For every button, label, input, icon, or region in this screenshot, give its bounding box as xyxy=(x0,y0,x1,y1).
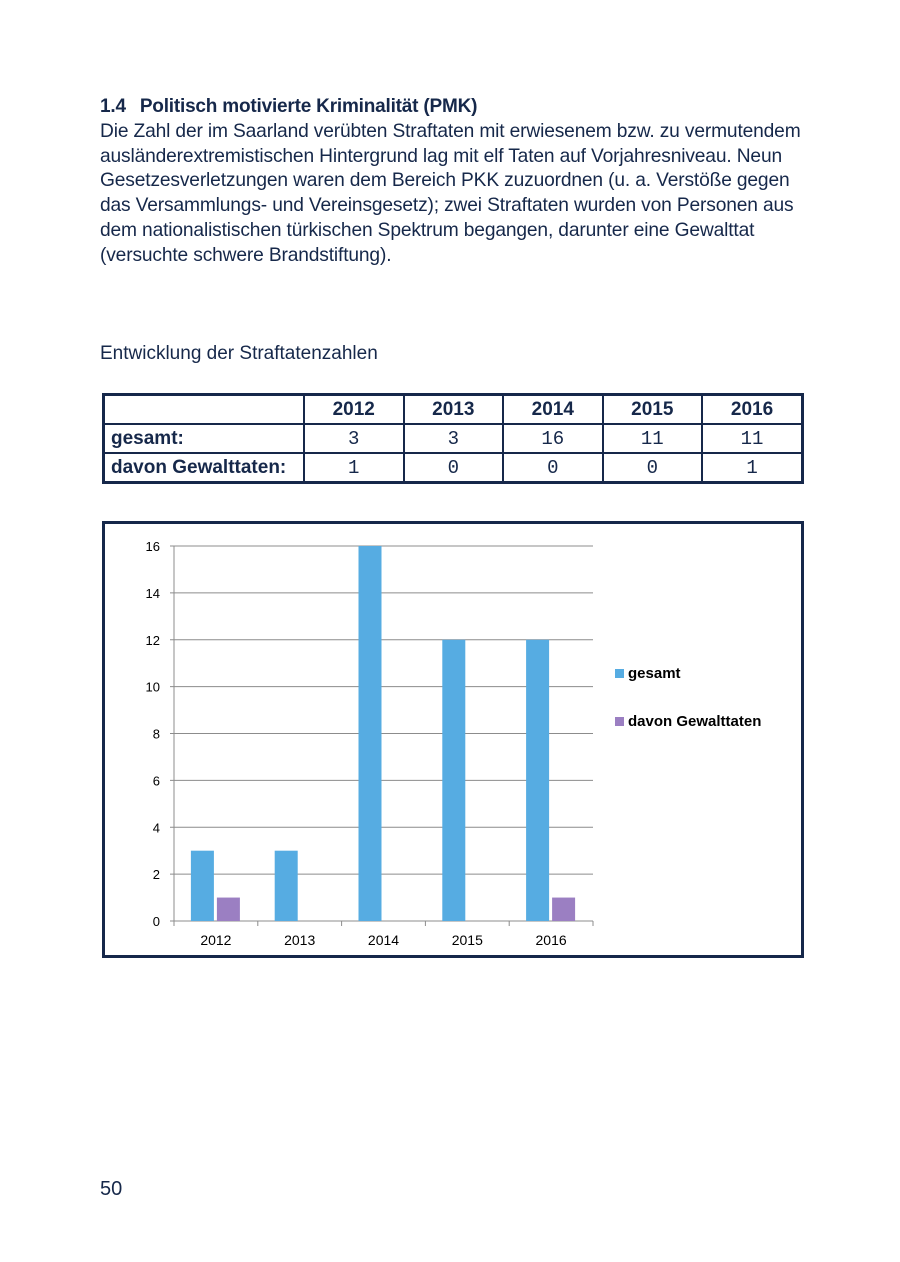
x-tick-label: 2015 xyxy=(452,932,483,948)
legend-label: gesamt xyxy=(628,665,681,682)
bar-gewalttaten xyxy=(216,897,240,921)
table-cell: 0 xyxy=(402,452,505,484)
y-tick-label: 0 xyxy=(153,914,160,929)
table-caption: Entwicklung der Straftatenzahlen xyxy=(100,343,378,364)
y-tick-label: 8 xyxy=(153,727,160,742)
chart-svg: 0 2 4 6 8 10 12 14 16 2012 2013 2014 2015 2016 gesamt d… xyxy=(146,539,762,948)
table-cell: 11 xyxy=(701,423,804,454)
table-cell: 3 xyxy=(402,423,505,454)
table-cell: 1 xyxy=(701,452,804,484)
x-tick-label: 2012 xyxy=(200,932,231,948)
legend-label: davon Gewalttaten xyxy=(628,713,761,730)
row-label: davon Gewalttaten: xyxy=(102,452,305,484)
section-title: Politisch motivierte Kriminalität (PMK) xyxy=(139,96,478,117)
y-tick-label: 4 xyxy=(153,820,160,835)
y-tick-label: 16 xyxy=(146,539,160,554)
table-cell: 11 xyxy=(601,423,704,454)
table-cell: 16 xyxy=(502,423,604,454)
y-tick-label: 10 xyxy=(146,680,160,695)
body-paragraph: Die Zahl der im Saarland verübten Straft… xyxy=(100,121,801,266)
y-tick-label: 14 xyxy=(146,586,160,601)
header-cell: 2015 xyxy=(601,393,704,425)
y-tick-label: 2 xyxy=(153,867,160,882)
page-number: 50 xyxy=(100,1178,123,1200)
bar-chart: 0 2 4 6 8 10 12 14 16 2012 2013 2014 2015 2016 gesamt d… xyxy=(102,521,804,958)
bar-gesamt xyxy=(442,639,466,921)
x-tick-label: 2016 xyxy=(536,932,567,948)
legend-swatch xyxy=(615,717,624,726)
table-row: gesamt: 3 3 16 11 11 xyxy=(102,423,804,454)
header-cell: 2012 xyxy=(303,393,405,425)
bar-gesamt xyxy=(526,639,550,921)
header-cell: 2016 xyxy=(701,393,804,425)
table-cell: 0 xyxy=(502,452,604,484)
header-cell xyxy=(102,393,305,425)
legend-swatch xyxy=(615,669,624,678)
x-tick-label: 2014 xyxy=(368,932,399,948)
bar-gesamt xyxy=(358,546,382,921)
table-row: davon Gewalttaten: 1 0 0 0 1 xyxy=(102,452,804,484)
x-tick-label: 2013 xyxy=(284,932,315,948)
table-header-row: 2012 2013 2014 2015 2016 xyxy=(102,393,804,425)
y-tick-label: 12 xyxy=(146,633,160,648)
section-heading: 1.4 Politisch motivierte Kriminalität (PM… xyxy=(100,96,477,118)
bar-gesamt xyxy=(274,850,298,921)
table-cell: 0 xyxy=(601,452,704,484)
y-tick-label: 6 xyxy=(153,773,160,788)
row-label: gesamt: xyxy=(102,423,305,454)
statistics-table: 2012 2013 2014 2015 2016 gesamt: 3 3 16 … xyxy=(102,393,804,484)
bar-gesamt xyxy=(190,850,214,921)
table-cell: 3 xyxy=(303,423,405,454)
section-number: 1.4 xyxy=(100,96,126,117)
table-cell: 1 xyxy=(303,452,405,484)
header-cell: 2013 xyxy=(402,393,505,425)
header-cell: 2014 xyxy=(502,393,604,425)
bar-gewalttaten xyxy=(552,897,576,921)
